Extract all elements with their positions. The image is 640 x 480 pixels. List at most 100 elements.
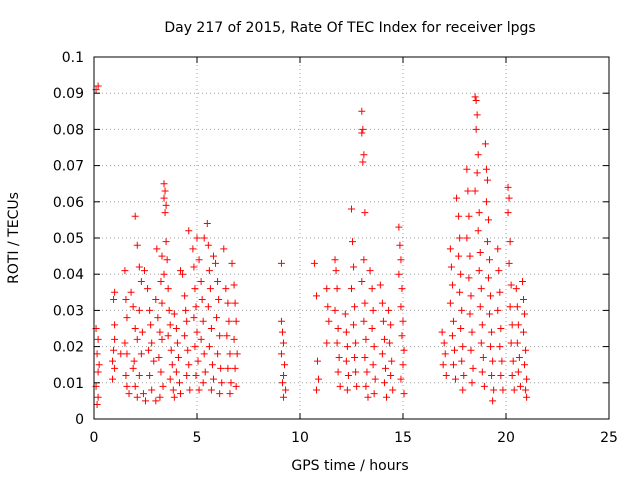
data-point — [159, 382, 167, 390]
data-point — [468, 379, 476, 387]
data-point — [471, 93, 479, 101]
data-point — [194, 357, 202, 365]
data-point — [333, 285, 341, 293]
data-point — [231, 364, 239, 372]
data-point — [168, 361, 176, 369]
data-point — [496, 288, 504, 296]
data-point — [135, 306, 143, 314]
data-point — [477, 339, 485, 347]
data-point — [217, 364, 225, 372]
data-point — [441, 350, 449, 358]
data-point — [349, 238, 357, 246]
data-point — [175, 379, 183, 387]
data-point — [161, 209, 169, 217]
data-point — [192, 303, 200, 311]
data-point — [397, 256, 405, 264]
data-point — [277, 259, 285, 267]
data-point — [199, 317, 207, 325]
data-point — [358, 107, 366, 115]
data-point — [452, 375, 460, 383]
data-point — [177, 390, 185, 398]
data-point — [147, 321, 155, 329]
data-point — [358, 129, 366, 137]
data-point — [460, 372, 468, 380]
data-point — [209, 252, 217, 260]
data-point — [359, 158, 367, 166]
data-point — [201, 368, 209, 376]
data-point — [94, 393, 102, 401]
data-point — [516, 382, 524, 390]
data-point — [479, 353, 487, 361]
data-point — [473, 111, 481, 119]
data-point — [123, 350, 131, 358]
data-point — [487, 343, 495, 351]
data-point — [389, 386, 397, 394]
data-point — [200, 350, 208, 358]
data-point — [177, 267, 185, 275]
data-point — [490, 386, 498, 394]
data-point — [457, 270, 465, 278]
y-tick-label: 0.09 — [53, 86, 84, 102]
data-point — [146, 372, 154, 380]
data-point — [400, 390, 408, 398]
data-point — [451, 346, 458, 354]
data-point — [169, 386, 177, 394]
data-point — [164, 332, 172, 340]
data-point — [161, 187, 169, 195]
data-point — [216, 390, 224, 398]
data-point — [488, 328, 496, 336]
data-point — [475, 267, 483, 275]
x-axis-title: GPS time / hours — [291, 458, 408, 474]
data-point — [324, 303, 332, 311]
data-point — [140, 267, 148, 275]
data-point — [231, 299, 239, 307]
data-point — [482, 198, 490, 206]
data-point — [199, 379, 207, 387]
data-point — [459, 343, 467, 351]
data-point — [94, 368, 102, 376]
data-point — [214, 277, 222, 285]
data-point — [523, 375, 531, 383]
data-point — [381, 364, 389, 372]
data-point — [206, 285, 214, 293]
data-point — [342, 328, 350, 336]
y-axis-title: ROTI / TECUs — [6, 192, 22, 284]
data-point — [486, 310, 494, 318]
data-point — [192, 372, 200, 380]
data-point — [155, 353, 163, 361]
data-point — [163, 256, 171, 264]
data-point — [170, 310, 178, 318]
data-point — [520, 328, 528, 336]
data-point — [170, 393, 178, 401]
data-point — [278, 379, 286, 387]
data-point — [277, 350, 285, 358]
data-point — [310, 259, 318, 267]
x-tick-label: 15 — [394, 430, 412, 446]
data-point — [121, 339, 129, 347]
data-point — [144, 285, 152, 293]
data-point — [360, 256, 368, 264]
data-point — [455, 212, 463, 220]
data-point — [378, 350, 386, 358]
data-point — [218, 379, 226, 387]
data-point — [224, 299, 232, 307]
data-point — [522, 346, 530, 354]
data-point — [335, 353, 343, 361]
data-point — [195, 386, 203, 394]
data-point — [94, 82, 102, 90]
data-point — [387, 321, 395, 329]
data-point — [135, 263, 143, 271]
data-point — [472, 96, 480, 104]
data-point — [172, 325, 180, 332]
data-point — [466, 310, 474, 318]
data-point — [152, 397, 160, 405]
data-point — [456, 234, 464, 242]
data-point — [233, 350, 241, 358]
data-point — [166, 375, 174, 383]
data-point — [150, 357, 158, 365]
data-point — [111, 335, 119, 343]
data-point — [513, 303, 521, 311]
y-tick-label: 0.05 — [53, 231, 84, 247]
data-point — [323, 285, 331, 293]
data-point — [483, 176, 491, 184]
